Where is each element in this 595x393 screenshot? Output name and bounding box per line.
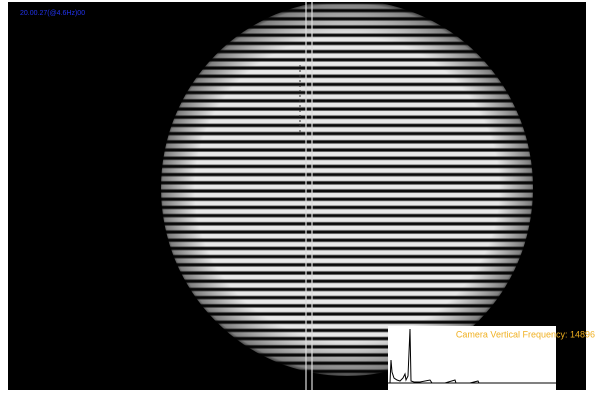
camera-view: 20.00.27(@4.6Hz)00 Camera Vertical Frequ… [0, 0, 595, 393]
page: {"overlay": {"timestamp": "20.00.27(@4.6… [0, 0, 595, 393]
frequency-label: Camera Vertical Frequency: 14896 [456, 329, 595, 339]
timestamp: 20.00.27(@4.6Hz)00 [20, 10, 85, 17]
disc-vignette [160, 0, 534, 377]
